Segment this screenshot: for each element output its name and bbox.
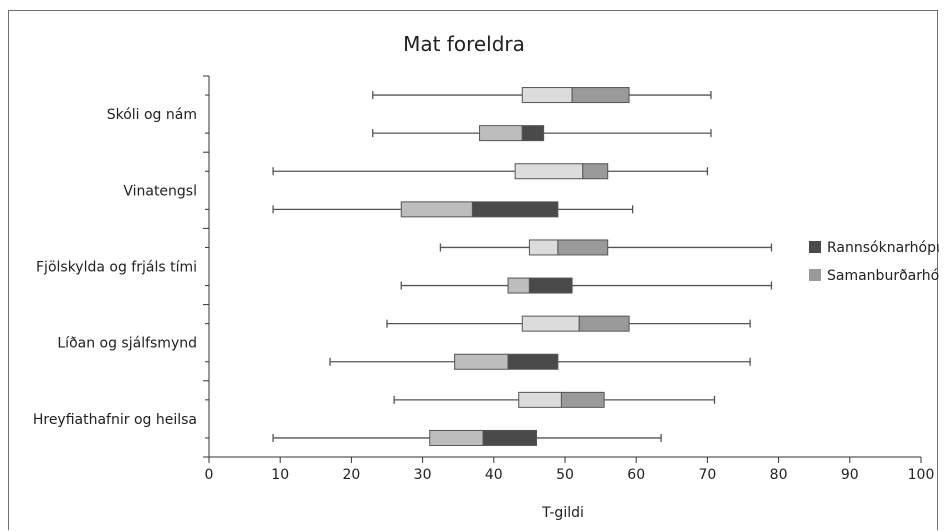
- box-lower: [528, 239, 559, 256]
- legend: Rannsóknarhópur Samanburðarhópur: [809, 240, 939, 284]
- x-tick-label: 10: [271, 467, 289, 483]
- box-upper: [571, 87, 630, 104]
- category-label: Hreyfiathafnir og heilsa: [33, 412, 197, 428]
- box-upper: [471, 201, 559, 218]
- box-lower: [479, 125, 523, 142]
- x-tick-label: 50: [556, 467, 574, 483]
- plot-area: 0 10 20 30 40 50 60 70 80 90 100 Skóli og nám Vinate…: [33, 75, 935, 483]
- category-label: Fjölskylda og frjáls tími: [36, 260, 197, 276]
- category-label: Skóli og nám: [107, 107, 197, 123]
- box-upper: [521, 125, 545, 142]
- box-lower: [507, 277, 530, 294]
- x-tick-label: 0: [205, 467, 214, 483]
- x-tick-label: 30: [414, 467, 432, 483]
- chart-title: Mat foreldra: [403, 32, 525, 56]
- box-upper: [482, 429, 538, 446]
- legend-label: Samanburðarhópur: [827, 268, 939, 284]
- box-upper: [578, 315, 630, 332]
- legend-swatch: [809, 269, 821, 281]
- box-lower: [521, 315, 580, 332]
- chart-svg: Mat foreldra T-gildi 0 10 20 30 40 50 60 70 80 90…: [33, 32, 939, 521]
- box-lower: [521, 87, 573, 104]
- x-tick-label: 60: [627, 467, 645, 483]
- box-lower: [514, 163, 584, 180]
- x-tick-label: 90: [841, 467, 859, 483]
- x-tick-label: 100: [908, 467, 935, 483]
- category-label: Vinatengsl: [123, 183, 197, 199]
- x-tick-label: 40: [485, 467, 503, 483]
- box-upper: [528, 277, 573, 294]
- legend-swatch: [809, 241, 821, 253]
- box-upper: [560, 391, 605, 408]
- x-axis-title: T-gildi: [541, 505, 584, 521]
- x-tick-label: 20: [342, 467, 360, 483]
- box-lower: [400, 201, 473, 218]
- box-lower: [429, 429, 484, 446]
- box-upper: [507, 353, 559, 370]
- box-lower: [518, 391, 562, 408]
- box-upper: [582, 163, 609, 180]
- category-label: Líðan og sjálfsmynd: [57, 336, 197, 352]
- box-lower: [454, 353, 509, 370]
- legend-label: Rannsóknarhópur: [827, 240, 939, 256]
- x-tick-label: 80: [770, 467, 788, 483]
- x-tick-label: 70: [698, 467, 716, 483]
- box-upper: [557, 239, 609, 256]
- chart-frame: Mat foreldra T-gildi 0 10 20 30 40 50 60 70 80 90…: [8, 10, 939, 530]
